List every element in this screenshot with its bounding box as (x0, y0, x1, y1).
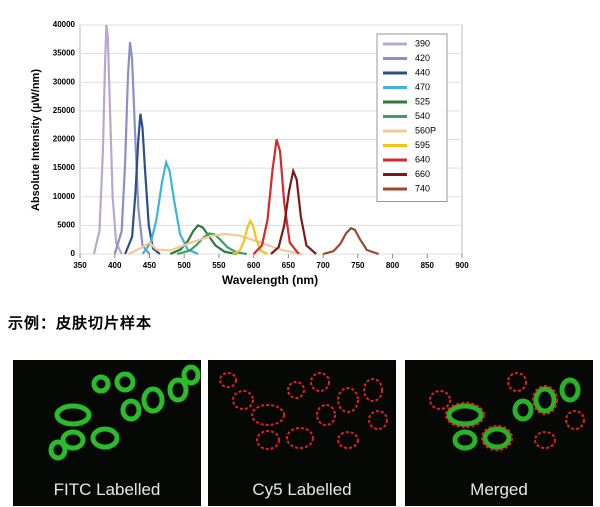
y-tick-label: 30000 (53, 77, 76, 86)
x-axis-label: Wavelength (nm) (222, 273, 318, 287)
y-tick-label: 20000 (53, 135, 76, 144)
legend-label: 660 (415, 169, 430, 179)
fitc-image (48, 364, 201, 461)
panel-label: FITC Labelled (53, 480, 161, 499)
series-line (128, 232, 303, 256)
legend-label: 390 (415, 38, 430, 48)
series-line (113, 42, 151, 255)
x-tick-label: 400 (108, 261, 122, 270)
legend-label: 420 (415, 53, 430, 63)
series-line (92, 24, 123, 255)
x-tick-label: 850 (421, 261, 435, 270)
panel-label: Cy5 Labelled (252, 480, 352, 499)
caption: 示例：皮肤切片样本 (8, 314, 153, 332)
image-panel: Cy5 Labelled (208, 360, 396, 506)
x-tick-label: 750 (351, 261, 365, 270)
cy5-image (219, 372, 388, 450)
x-tick-label: 900 (455, 261, 469, 270)
y-tick-label: 5000 (57, 220, 75, 229)
y-tick-label: 15000 (53, 163, 76, 172)
series-line (322, 226, 380, 256)
legend-label: 440 (415, 67, 430, 77)
legend-label: 640 (415, 154, 430, 164)
series-line (141, 158, 199, 256)
x-tick-label: 700 (316, 261, 330, 270)
x-tick-label: 450 (143, 261, 157, 270)
y-axis-label: Absolute Intensity (µW/nm) (30, 69, 42, 211)
x-tick-label: 600 (247, 261, 261, 270)
y-tick-label: 40000 (53, 20, 76, 29)
x-tick-label: 350 (73, 261, 87, 270)
legend-label: 470 (415, 82, 430, 92)
series-line (176, 232, 247, 256)
series-line (252, 139, 300, 255)
legend-label: 595 (415, 140, 430, 150)
x-tick-label: 500 (178, 261, 192, 270)
series-line (124, 113, 161, 255)
legend-label: 560P (415, 125, 436, 135)
x-tick-label: 550 (212, 261, 226, 270)
x-tick-label: 800 (386, 261, 400, 270)
legend-label: 740 (415, 183, 430, 193)
y-tick-label: 10000 (53, 192, 76, 201)
y-tick-label: 35000 (53, 49, 76, 58)
chart: Absolute Intensity (µW/nm) Wavelength (n… (30, 20, 469, 287)
image-panel: Merged (405, 360, 593, 506)
merged-image (429, 372, 585, 451)
x-tick-label: 650 (282, 261, 296, 270)
series-line (270, 167, 317, 255)
y-tick-label: 25000 (53, 106, 76, 115)
y-tick-label: 0 (71, 249, 76, 258)
legend-label: 540 (415, 111, 430, 121)
image-panel: FITC Labelled (13, 360, 201, 506)
panel-label: Merged (470, 480, 528, 499)
legend-label: 525 (415, 96, 430, 106)
